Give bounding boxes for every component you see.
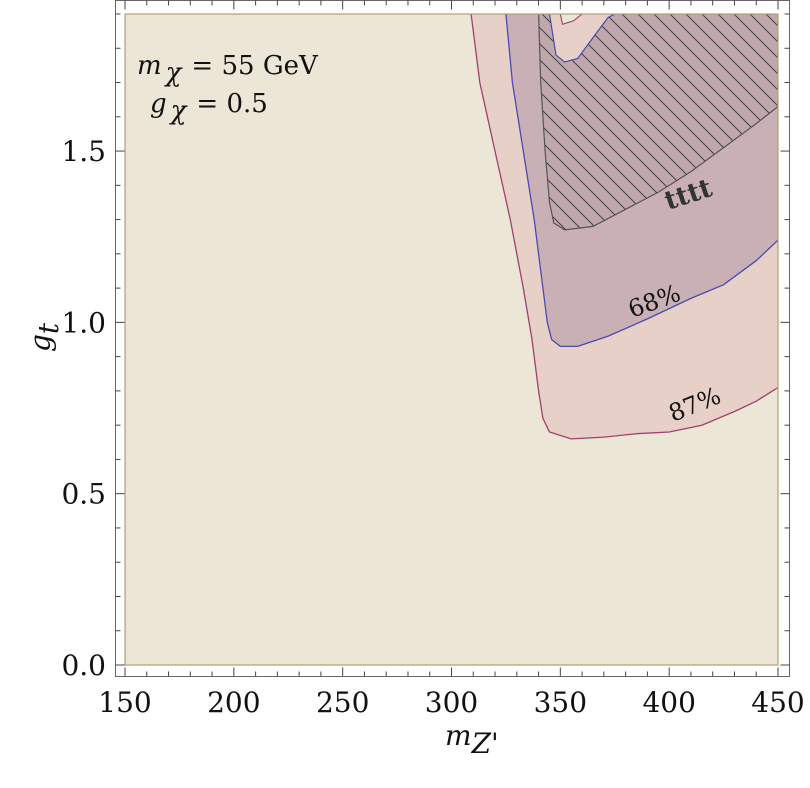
region-tttt-hatch [538, 14, 778, 230]
contour-line-tttt [538, 14, 778, 231]
plot-frame [115, 0, 790, 677]
svg-text:g χ = 0.5: g χ = 0.5 [150, 89, 268, 126]
annotation-mchi-value: = 55 GeV [191, 51, 319, 81]
region-innermost [560, 14, 583, 25]
annotation-gchi-subscript: χ [169, 96, 189, 126]
x-axis-title: mZ' [445, 719, 499, 760]
svg-text:m χ = 55 GeV: m χ = 55 GeV [137, 51, 319, 88]
annotation-gchi-symbol: g [150, 89, 167, 119]
parameter-annotation: m χ = 55 GeV g χ = 0.5 [137, 51, 319, 126]
annotation-gchi-value: = 0.5 [196, 89, 267, 119]
x-tick-label: 250 [316, 686, 369, 719]
y-tick-label: 1.0 [61, 306, 106, 339]
contour-line-87 [470, 14, 778, 440]
annotation-mchi-symbol: m [137, 51, 162, 81]
x-tick-labels: 150 200 250 300 350 400 450 [98, 686, 804, 719]
axis-ticks [115, 0, 790, 677]
x-tick-label: 150 [98, 686, 151, 719]
x-tick-label: 350 [534, 686, 587, 719]
y-tick-labels: 0.0 0.5 1.0 1.5 [61, 135, 106, 682]
x-tick-label: 200 [207, 686, 260, 719]
y-tick-label: 0.5 [61, 478, 106, 511]
contour-line-inner [548, 14, 616, 63]
annotation-mchi-subscript: χ [164, 58, 184, 88]
x-tick-label: 450 [751, 686, 804, 719]
region-inner [549, 14, 615, 62]
y-tick-label: 1.5 [61, 135, 106, 168]
contour-line-68 [505, 14, 778, 348]
y-tick-label: 0.0 [61, 649, 106, 682]
contour-line-innermost [559, 14, 583, 26]
x-tick-label: 400 [642, 686, 695, 719]
y-axis-title: gt [24, 322, 65, 352]
x-tick-label: 300 [425, 686, 478, 719]
plot-inner-border [124, 13, 779, 666]
